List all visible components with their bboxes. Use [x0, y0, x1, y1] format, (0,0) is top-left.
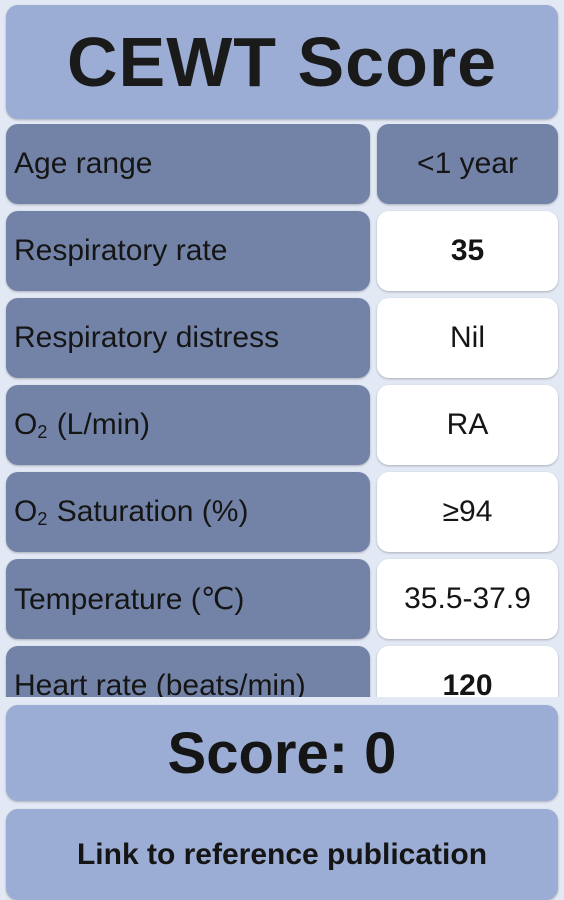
reference-link-label: Link to reference publication	[76, 837, 488, 871]
heart-rate-selector[interactable]: 120	[377, 646, 558, 697]
respiratory-distress-label: Respiratory distress	[6, 298, 370, 378]
respiratory-rate-label: Respiratory rate	[6, 211, 370, 291]
score-display: Score: 0	[6, 705, 558, 801]
page-title: CEWT Score	[66, 23, 498, 101]
oxygen-saturation-label-subscript: 2	[37, 508, 48, 529]
respiratory-distress-selector[interactable]: Nil	[377, 298, 558, 378]
oxygen-saturation-selector[interactable]: ≥94	[377, 472, 558, 552]
title-header: CEWT Score	[6, 5, 558, 119]
oxygen-flow-label-subscript: 2	[37, 421, 48, 442]
score-value: Score: 0	[167, 720, 397, 786]
respiratory-rate-selector[interactable]: 35	[377, 211, 558, 291]
row-heart-rate: Heart rate (beats/min) 120	[0, 646, 564, 697]
age-range-label: Age range	[6, 124, 370, 204]
oxygen-saturation-label-prefix: O	[14, 495, 38, 528]
oxygen-flow-label-suffix: (L/min)	[48, 408, 151, 441]
oxygen-flow-selector[interactable]: RA	[377, 385, 558, 465]
row-respiratory-distress: Respiratory distress Nil	[0, 298, 564, 378]
oxygen-saturation-label-suffix: Saturation (%)	[48, 495, 249, 528]
score-parameter-list[interactable]: Age range <1 year Respiratory rate 35 Re…	[0, 124, 564, 697]
row-temperature: Temperature (℃) 35.5-37.9	[0, 559, 564, 639]
oxygen-flow-label-prefix: O	[14, 408, 38, 441]
temperature-label: Temperature (℃)	[6, 559, 370, 639]
temperature-selector[interactable]: 35.5-37.9	[377, 559, 558, 639]
age-range-selector[interactable]: <1 year	[377, 124, 558, 204]
heart-rate-label: Heart rate (beats/min)	[6, 646, 370, 697]
reference-link-button[interactable]: Link to reference publication	[6, 809, 558, 900]
row-age-range: Age range <1 year	[0, 124, 564, 204]
row-respiratory-rate: Respiratory rate 35	[0, 211, 564, 291]
